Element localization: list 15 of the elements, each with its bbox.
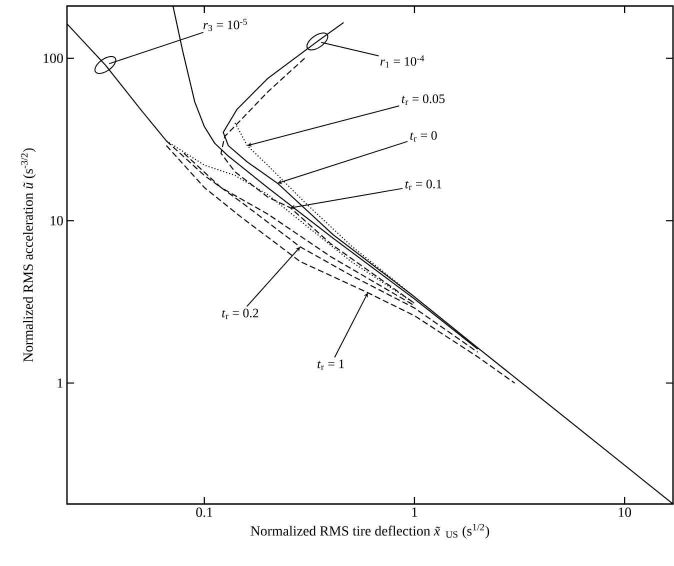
x-tick-label: 0.1: [196, 508, 212, 517]
x-axis-title: Normalized RMS tire deflection x̃$_{US}$ (s$^{1/2}$): [250, 524, 490, 538]
annotation: r$_{1}$ = 10$^{-4}$: [380, 55, 424, 68]
y-tick-label: 100: [44, 54, 63, 64]
annotation: t$_{r}$ = 1: [318, 360, 344, 370]
annotation: t$_{r}$ = 0: [410, 131, 437, 142]
annotation: t$_{r}$ = 0.05: [402, 94, 445, 105]
y-tick-label: 10: [50, 216, 63, 226]
x-tick-label: 1: [412, 508, 418, 517]
y-tick-label: 1: [58, 378, 63, 388]
annotation: t$_{r}$ = 0.1: [405, 180, 442, 190]
x-tick-label: 10: [618, 508, 632, 517]
annotation: t$_{r}$ = 0.2: [222, 308, 258, 320]
annotation: r$_{3}$ = 10$^{-5}$: [203, 18, 247, 32]
y-axis-title: Normalized RMS acceleration ũ (s$^{-3/2}$): [21, 148, 36, 362]
